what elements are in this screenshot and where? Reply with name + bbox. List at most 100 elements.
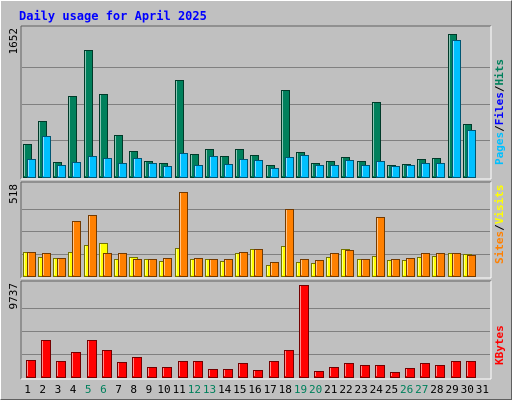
x-tick-label: 3 [55, 383, 62, 396]
x-tick-label: 14 [218, 383, 232, 396]
bar-sites-day-4 [72, 221, 81, 277]
bar-kbytes-day-30 [466, 361, 476, 378]
bar-kbytes-day-7 [117, 362, 127, 378]
y-max-label: 9737 [7, 283, 20, 310]
bar-pages-day-25 [391, 166, 400, 178]
bar-pages-day-28 [436, 163, 445, 178]
x-tick-label: 28 [430, 383, 443, 396]
bar-sites-day-23 [361, 259, 370, 277]
y-max-label: 1652 [7, 28, 20, 55]
x-tick-label: 5 [85, 383, 92, 396]
bar-sites-day-14 [224, 259, 233, 277]
chart-panels: 1652Pages/Files/Hits518Sites/Visits9737K… [7, 25, 506, 380]
bar-sites-day-10 [163, 258, 172, 277]
bar-kbytes-day-28 [435, 365, 445, 378]
x-tick-label: 25 [385, 383, 398, 396]
bar-kbytes-day-2 [41, 340, 51, 378]
legend-entry: Files [493, 92, 506, 125]
bar-kbytes-day-27 [420, 363, 430, 378]
x-tick-label: 24 [370, 383, 384, 396]
x-tick-label: 21 [324, 383, 337, 396]
bar-pages-day-30 [467, 130, 476, 178]
bar-sites-day-12 [194, 258, 203, 277]
bar-pages-day-21 [330, 165, 339, 178]
plot-area [21, 281, 491, 379]
legend: KBytes [493, 325, 506, 365]
x-axis-labels: 1 2 3 4 5 6 7 8 9 10 11 12 13 14 15 16 17 18 19 20 21 22 23 24 2… [24, 383, 489, 396]
series-sites [27, 192, 476, 277]
bar-sites-day-18 [285, 209, 294, 277]
x-tick-label: 15 [233, 383, 246, 396]
x-tick-label: 22 [339, 383, 352, 396]
bar-pages-day-16 [254, 160, 263, 178]
panel-2: 518 Sites/Visits [7, 181, 506, 279]
bar-kbytes-day-9 [147, 367, 157, 378]
bar-pages-day-20 [315, 165, 324, 178]
x-tick-label: 17 [264, 383, 277, 396]
bar-sites-day-13 [209, 259, 218, 277]
bar-kbytes-day-29 [451, 361, 461, 378]
series-pages [27, 40, 476, 178]
bar-pages-day-8 [133, 158, 142, 178]
bar-pages-day-13 [209, 156, 218, 178]
legend-entry: Sites [493, 231, 506, 264]
bar-sites-day-3 [57, 258, 66, 277]
bar-kbytes-day-5 [87, 340, 97, 378]
x-tick-label: 11 [173, 383, 186, 396]
x-tick-label: 6 [100, 383, 107, 396]
bar-sites-day-9 [148, 259, 157, 277]
bar-kbytes-day-10 [162, 367, 172, 378]
bar-sites-day-6 [103, 253, 112, 277]
bar-sites-day-7 [118, 253, 127, 277]
legend-entry: Hits [493, 59, 506, 86]
x-tick-label: 7 [115, 383, 122, 396]
bar-sites-day-21 [330, 253, 339, 277]
bar-pages-day-9 [148, 163, 157, 178]
bar-kbytes-day-26 [405, 368, 415, 378]
bar-sites-day-8 [133, 259, 142, 277]
bar-sites-day-1 [27, 252, 36, 277]
bar-pages-day-3 [57, 165, 66, 178]
bar-sites-day-2 [42, 253, 51, 277]
x-tick-label: 27 [415, 383, 428, 396]
bar-pages-day-4 [72, 162, 81, 178]
panel-1: 1652 Pages/Files/Hits [7, 25, 506, 180]
x-tick-label: 4 [70, 383, 77, 396]
bar-sites-day-15 [239, 252, 248, 277]
bar-kbytes-day-18 [284, 350, 294, 378]
bar-pages-day-7 [118, 163, 127, 178]
bar-pages-day-29 [452, 40, 461, 178]
bar-pages-day-15 [239, 159, 248, 178]
legend-entry: / [493, 224, 506, 231]
bar-kbytes-day-4 [71, 352, 81, 378]
bar-sites-day-29 [452, 253, 461, 277]
bar-kbytes-day-15 [238, 363, 248, 378]
bar-pages-day-19 [300, 155, 309, 178]
x-tick-label: 12 [188, 383, 201, 396]
bar-kbytes-day-8 [132, 357, 142, 378]
bar-sites-day-27 [421, 253, 430, 277]
bar-pages-day-5 [88, 156, 97, 178]
bar-pages-day-2 [42, 136, 51, 178]
bar-kbytes-day-22 [344, 363, 354, 378]
bar-pages-day-6 [103, 158, 112, 178]
bar-kbytes-day-6 [102, 350, 112, 378]
x-tick-label: 30 [461, 383, 474, 396]
bar-sites-day-22 [345, 250, 354, 277]
x-tick-label: 16 [248, 383, 261, 396]
x-tick-label: 31 [476, 383, 489, 396]
bar-pages-day-1 [27, 159, 36, 178]
bar-sites-day-5 [88, 215, 97, 277]
bar-pages-day-24 [376, 161, 385, 178]
bar-pages-day-12 [194, 165, 203, 178]
bar-kbytes-day-24 [375, 365, 385, 378]
x-tick-label: 9 [146, 383, 153, 396]
y-max-label: 518 [7, 184, 20, 204]
bar-kbytes-day-25 [390, 372, 400, 378]
bar-sites-day-30 [467, 255, 476, 277]
x-tick-label: 29 [445, 383, 458, 396]
bar-pages-day-26 [406, 165, 415, 178]
legend: Pages/Files/Hits [493, 59, 506, 165]
x-tick-label: 2 [39, 383, 46, 396]
